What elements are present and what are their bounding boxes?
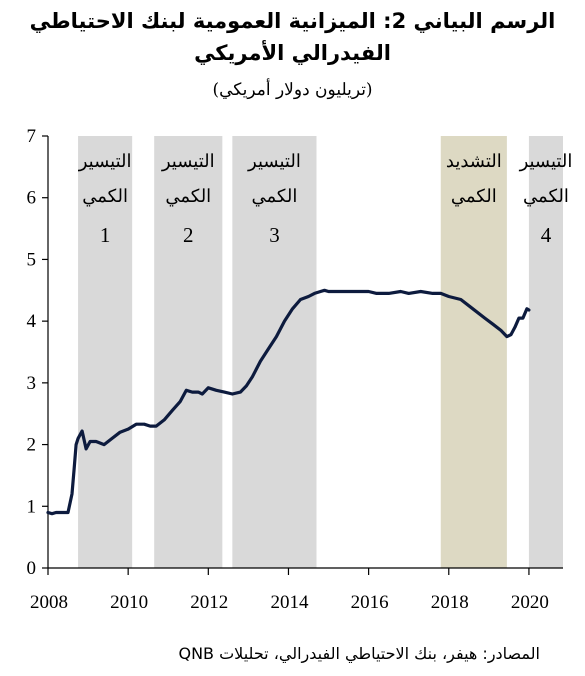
source-note: المصادر: هيفر، بنك الاحتياطي الفيدرالي، … <box>178 644 540 663</box>
x-tick-label-2012: 2012 <box>190 592 228 613</box>
y-tick-label-5: 5 <box>27 249 37 270</box>
band-2-label-line1: التيسير <box>161 151 215 172</box>
band-4-label-line2: الكمي <box>451 186 497 207</box>
band-1 <box>78 136 133 568</box>
band-1-label-line2: الكمي <box>82 186 128 207</box>
chart-subtitle: (تريليون دولار أمريكي) <box>212 80 373 100</box>
band-1-number: 1 <box>100 223 111 247</box>
band-3-label-line2: الكمي <box>252 186 298 207</box>
x-tick-label-2008: 2008 <box>30 592 68 613</box>
x-tick-label-2014: 2014 <box>270 592 309 613</box>
x-tick-label-2020: 2020 <box>511 592 549 613</box>
band-labels-layer: التيسير الكمي 1 التيسير الكمي 2 التيسير الكمي 3 ا… <box>78 151 573 247</box>
series-line-1 <box>46 288 531 516</box>
y-tick-label-0: 0 <box>27 558 37 579</box>
band-5-label-line1: التيسير <box>519 151 573 172</box>
band-4-label-line1: التشديد <box>446 151 502 172</box>
y-tick-label-4: 4 <box>27 311 37 332</box>
x-tick-label-2018: 2018 <box>431 592 469 613</box>
band-5-label-line2: الكمي <box>523 186 569 207</box>
band-2-label-line2: الكمي <box>165 186 211 207</box>
band-2 <box>154 136 223 568</box>
y-tick-label-1: 1 <box>27 496 37 517</box>
band-3 <box>232 136 317 568</box>
x-tick-label-2016: 2016 <box>351 592 389 613</box>
band-1-label-line1: التيسير <box>78 151 132 172</box>
line-layer <box>46 288 531 516</box>
band-4 <box>440 136 507 568</box>
band-3-label-line1: التيسير <box>247 151 301 172</box>
chart-title-line1: الرسم البياني 2: الميزانية العمومية لبنك… <box>29 9 556 33</box>
y-tick-label-6: 6 <box>27 188 37 209</box>
y-tick-label-3: 3 <box>27 373 37 394</box>
axes-layer: 0 1 2 3 4 5 6 7 2008 2010 2012 2014 2016 2018 2020 <box>27 126 563 613</box>
y-tick-label-7: 7 <box>27 126 37 147</box>
bands-layer <box>78 136 563 568</box>
chart-title-line2: الفيدرالي الأمريكي <box>194 41 391 65</box>
y-tick-label-2: 2 <box>27 435 37 456</box>
band-5-number: 4 <box>541 223 552 247</box>
band-2-number: 2 <box>183 223 194 247</box>
x-tick-label-2010: 2010 <box>110 592 148 613</box>
band-3-number: 3 <box>269 223 280 247</box>
band-5 <box>528 136 563 568</box>
